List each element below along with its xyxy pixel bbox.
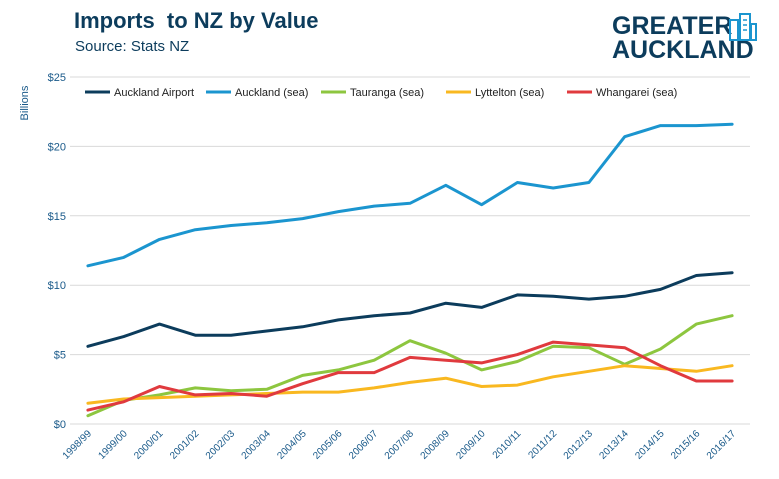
x-tick-label: 2001/02 [168, 428, 202, 462]
legend-label: Auckland (sea) [235, 87, 308, 99]
city-buildings-icon [729, 13, 757, 41]
x-tick-label: 2002/03 [204, 428, 238, 462]
chart-subtitle: Source: Stats NZ [75, 38, 190, 55]
x-tick-label: 2012/13 [562, 428, 596, 462]
series-line [86, 271, 734, 348]
logo-line-1: GREATER [612, 12, 733, 40]
legend-label: Auckland Airport [114, 87, 194, 99]
x-tick-label: 1999/00 [96, 428, 130, 462]
series-line [86, 340, 734, 412]
x-tick-label: 1998/99 [61, 428, 95, 462]
y-tick-label: $15 [48, 211, 66, 223]
x-tick-label: 2007/08 [383, 428, 417, 462]
y-tick-label: $25 [48, 72, 66, 84]
legend-label: Tauranga (sea) [350, 87, 424, 99]
legend-label: Whangarei (sea) [596, 87, 677, 99]
x-tick-label: 2011/12 [526, 428, 559, 461]
greater-auckland-logo: GREATER AUCKLAND [612, 12, 762, 64]
x-tick-label: 2005/06 [311, 428, 345, 462]
x-tick-label: 2004/05 [275, 428, 309, 462]
series-line [86, 122, 734, 268]
y-tick-label: $20 [48, 141, 66, 153]
x-tick-label: 2015/16 [669, 428, 703, 462]
x-tick-label: 2008/09 [419, 428, 453, 462]
x-tick-label: 2006/07 [347, 428, 381, 462]
x-tick-label: 2014/15 [633, 428, 667, 462]
y-axis-label: Billions [19, 85, 31, 120]
y-tick-label: $10 [48, 280, 66, 292]
x-tick-label: 2000/01 [132, 428, 166, 462]
chart-title: Imports to NZ by Value [74, 8, 319, 33]
series-line [86, 364, 734, 405]
x-tick-label: 2013/14 [598, 428, 632, 462]
x-tick-label: 2003/04 [240, 428, 274, 462]
x-tick-label: 2016/17 [705, 428, 739, 462]
y-tick-label: $5 [54, 350, 66, 362]
x-tick-label: 2009/10 [454, 428, 488, 462]
legend-label: Lyttelton (sea) [475, 87, 544, 99]
x-tick-label: 2010/11 [491, 428, 524, 461]
y-tick-label: $0 [54, 419, 66, 431]
